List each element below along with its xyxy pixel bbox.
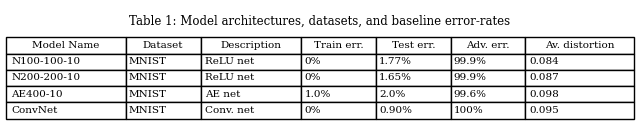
Text: Table 1: Model architectures, datasets, and baseline error-rates: Table 1: Model architectures, datasets, … <box>129 15 511 27</box>
